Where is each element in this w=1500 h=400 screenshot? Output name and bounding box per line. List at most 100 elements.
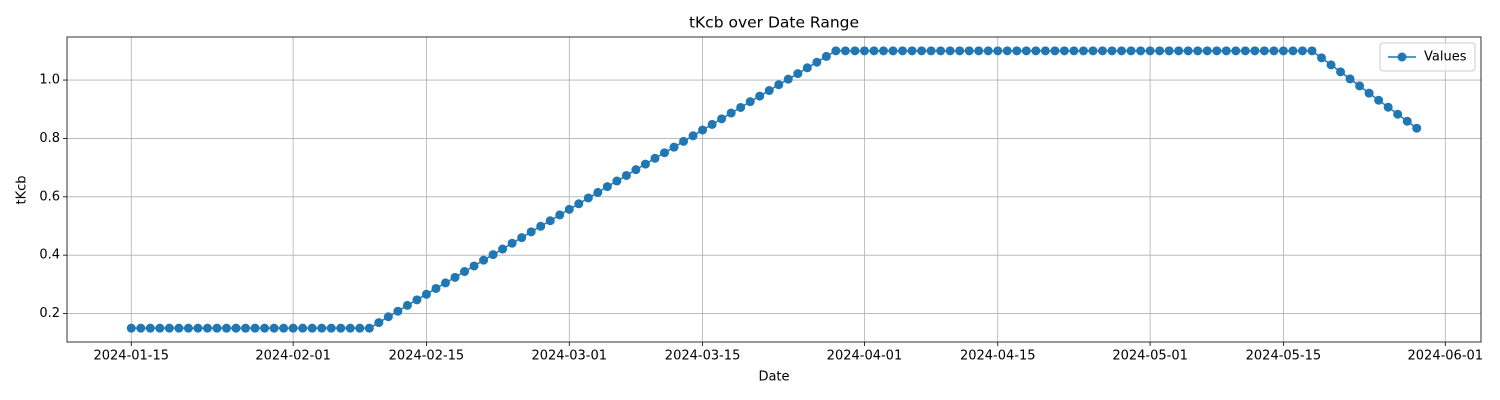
point <box>298 323 308 333</box>
point <box>155 323 165 333</box>
point <box>936 46 946 56</box>
point <box>726 108 736 118</box>
point <box>431 283 441 293</box>
legend-label: Values <box>1424 50 1467 65</box>
point <box>1374 95 1384 105</box>
point <box>383 312 393 322</box>
point <box>802 63 812 73</box>
y-tick-label: 1.0 <box>39 73 60 88</box>
point <box>1393 109 1403 119</box>
plot-frame <box>66 36 1482 343</box>
point <box>555 210 565 220</box>
point <box>1278 46 1288 56</box>
x-tick-label: 2024-02-01 <box>255 349 331 364</box>
point <box>1317 53 1327 63</box>
point <box>1031 46 1041 56</box>
point <box>536 221 546 231</box>
x-tick-label: 2024-01-15 <box>93 349 169 364</box>
point <box>1231 46 1241 56</box>
point <box>260 323 270 333</box>
point <box>231 323 241 333</box>
point <box>345 323 355 333</box>
y-tick-label: 0.2 <box>39 306 60 321</box>
x-tick-label: 2024-04-15 <box>960 349 1036 364</box>
point <box>1202 46 1212 56</box>
point <box>631 165 641 175</box>
point <box>612 176 622 186</box>
point <box>164 323 174 333</box>
point <box>1012 46 1022 56</box>
point <box>1183 46 1193 56</box>
point <box>1288 46 1298 56</box>
point <box>202 323 212 333</box>
point <box>1412 123 1422 133</box>
point <box>888 46 898 56</box>
x-tick-label: 2024-05-15 <box>1246 349 1322 364</box>
point <box>564 204 574 214</box>
point <box>755 91 765 101</box>
point <box>479 255 489 265</box>
point <box>450 272 460 282</box>
point <box>183 323 193 333</box>
point <box>1174 46 1184 56</box>
point <box>698 125 708 135</box>
point <box>317 323 327 333</box>
point <box>326 323 336 333</box>
x-axis-label: Date <box>758 370 789 385</box>
point <box>907 46 917 56</box>
point <box>1212 46 1222 56</box>
point <box>1269 46 1279 56</box>
point <box>993 46 1003 56</box>
point <box>364 323 374 333</box>
x-tick-label: 2024-03-01 <box>531 349 607 364</box>
legend-box <box>1379 42 1476 72</box>
point <box>193 323 203 333</box>
point <box>974 46 984 56</box>
point <box>469 261 479 271</box>
point <box>355 323 365 333</box>
point <box>1050 46 1060 56</box>
point <box>1098 46 1108 56</box>
point <box>859 46 869 56</box>
y-tick-label: 0.6 <box>39 189 60 204</box>
point <box>460 267 470 277</box>
point <box>983 46 993 56</box>
point <box>1364 88 1374 98</box>
point <box>1355 81 1365 91</box>
point <box>488 250 498 260</box>
point <box>955 46 965 56</box>
point <box>545 216 555 226</box>
point <box>212 323 222 333</box>
point <box>812 57 822 67</box>
point <box>640 159 650 169</box>
x-tick-label: 2024-06-01 <box>1408 349 1484 364</box>
point <box>898 46 908 56</box>
point <box>1117 46 1127 56</box>
x-tick-label: 2024-03-15 <box>665 349 741 364</box>
point <box>498 244 508 254</box>
point <box>1059 46 1069 56</box>
legend: Values <box>1379 42 1476 72</box>
point <box>136 323 146 333</box>
point <box>402 300 412 310</box>
point <box>517 233 527 243</box>
point <box>593 187 603 197</box>
point <box>336 323 346 333</box>
point <box>126 323 136 333</box>
point <box>1078 46 1088 56</box>
point <box>421 289 431 299</box>
point <box>745 97 755 107</box>
point <box>1402 116 1412 126</box>
point <box>269 323 279 333</box>
point <box>621 170 631 180</box>
x-tick-label: 2024-05-01 <box>1112 349 1188 364</box>
point <box>440 278 450 288</box>
point <box>1221 46 1231 56</box>
point <box>1040 46 1050 56</box>
point <box>374 318 384 328</box>
point <box>583 193 593 203</box>
point <box>307 323 317 333</box>
point <box>669 142 679 152</box>
point <box>840 46 850 56</box>
